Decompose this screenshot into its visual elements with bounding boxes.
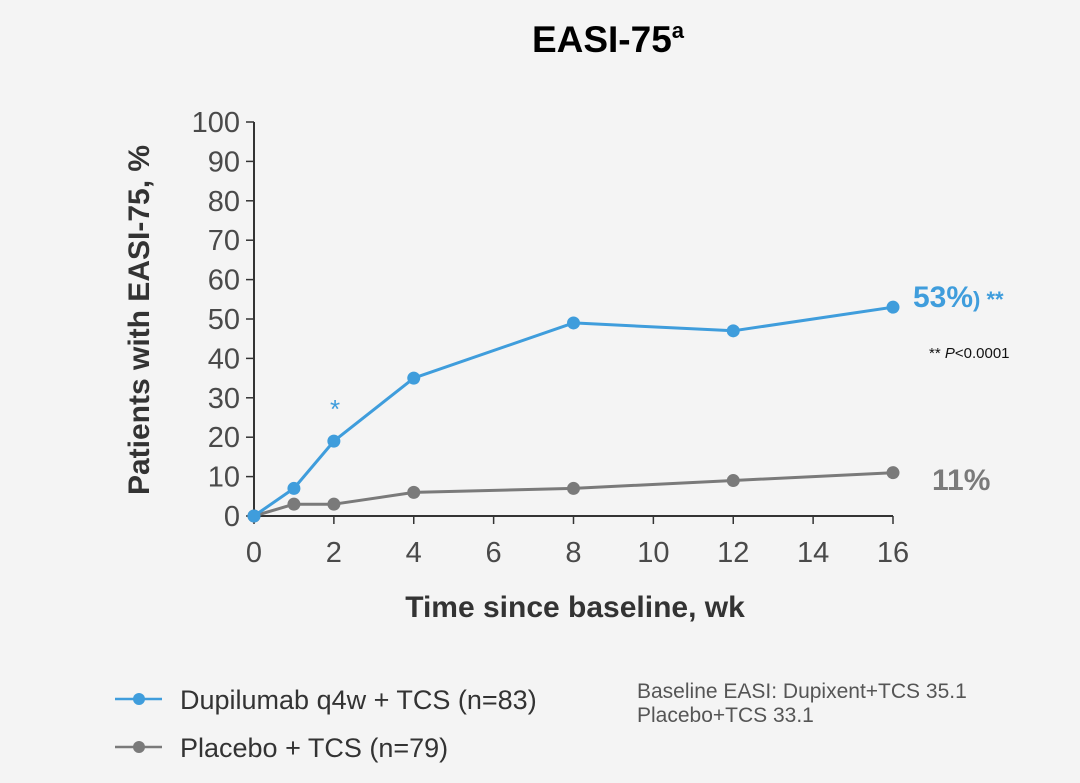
y-tick-label: 90 bbox=[208, 146, 240, 178]
y-tick-label: 20 bbox=[208, 422, 240, 454]
x-tick-label: 14 bbox=[797, 537, 829, 569]
baseline-note-line1: Baseline EASI: Dupixent+TCS 35.1 bbox=[637, 680, 967, 703]
p-value-note: ** P<0.0001 bbox=[929, 345, 1010, 362]
data-point-placebo bbox=[407, 485, 421, 499]
baseline-note-line2: Placebo+TCS 33.1 bbox=[637, 704, 814, 727]
dupilumab-end-suffix: ) ** bbox=[973, 287, 1004, 312]
y-tick-label: 70 bbox=[208, 225, 240, 257]
x-tick-label: 4 bbox=[406, 537, 422, 569]
legend-label-dupilumab: Dupilumab q4w + TCS (n=83) bbox=[180, 685, 537, 715]
significance-marker-week2: * bbox=[330, 394, 340, 424]
y-tick-label: 40 bbox=[208, 343, 240, 375]
y-tick-label: 0 bbox=[224, 501, 240, 533]
x-tick-label: 12 bbox=[717, 537, 749, 569]
y-axis-title: Patients with EASI-75, % bbox=[123, 145, 156, 495]
x-tick-label: 2 bbox=[326, 537, 342, 569]
data-point-placebo bbox=[886, 466, 900, 480]
legend-item-placebo: Placebo + TCS (n=79) bbox=[115, 733, 448, 763]
data-point-placebo bbox=[726, 474, 740, 488]
p-value-rest: <0.0001 bbox=[955, 345, 1010, 362]
data-point-placebo bbox=[327, 497, 341, 511]
x-tick-label: 6 bbox=[486, 537, 502, 569]
series-layer bbox=[247, 300, 900, 523]
x-tick-label: 8 bbox=[565, 537, 581, 569]
dupilumab-end-label: 53%) ** bbox=[913, 281, 1004, 314]
legend: Dupilumab q4w + TCS (n=83) Placebo + TCS… bbox=[115, 685, 537, 763]
data-point-dupilumab bbox=[886, 300, 900, 314]
legend-item-dupilumab: Dupilumab q4w + TCS (n=83) bbox=[115, 685, 537, 715]
y-tick-label: 60 bbox=[208, 265, 240, 297]
data-point-dupilumab bbox=[567, 316, 580, 330]
data-point-dupilumab bbox=[247, 509, 261, 523]
y-tick-label: 80 bbox=[208, 186, 240, 218]
y-tick-label: 30 bbox=[208, 383, 240, 415]
dupilumab-end-value: 53% bbox=[913, 281, 973, 314]
chart-title-superscript: a bbox=[672, 18, 685, 43]
baseline-note: Baseline EASI: Dupixent+TCS 35.1 Placebo… bbox=[637, 680, 967, 727]
x-axis-title: Time since baseline, wk bbox=[405, 591, 745, 624]
data-point-placebo bbox=[567, 481, 580, 495]
data-point-dupilumab bbox=[287, 481, 301, 495]
x-ticks: 0 2 4 6 8 10 12 14 16 bbox=[246, 516, 909, 569]
placebo-end-label: 11% bbox=[932, 464, 990, 497]
data-point-dupilumab bbox=[407, 371, 421, 385]
chart-title: EASI-75a bbox=[532, 18, 685, 60]
y-tick-label: 10 bbox=[208, 462, 240, 494]
data-point-placebo bbox=[287, 497, 301, 511]
x-tick-label: 10 bbox=[637, 537, 669, 569]
y-tick-label: 50 bbox=[208, 304, 240, 336]
p-value-p: P bbox=[945, 345, 955, 362]
x-tick-label: 0 bbox=[246, 537, 262, 569]
p-value-marker: ** bbox=[929, 345, 941, 362]
legend-label-placebo: Placebo + TCS (n=79) bbox=[180, 733, 448, 763]
y-tick-label: 100 bbox=[192, 107, 240, 139]
data-point-dupilumab bbox=[327, 434, 341, 448]
legend-marker-placebo bbox=[133, 741, 145, 753]
y-ticks: 0 10 20 30 40 50 60 70 80 90 100 bbox=[192, 107, 254, 533]
x-tick-label: 16 bbox=[877, 537, 909, 569]
chart-title-main: EASI-75 bbox=[532, 19, 672, 60]
data-point-dupilumab bbox=[726, 324, 740, 338]
legend-marker-dupilumab bbox=[133, 693, 145, 705]
